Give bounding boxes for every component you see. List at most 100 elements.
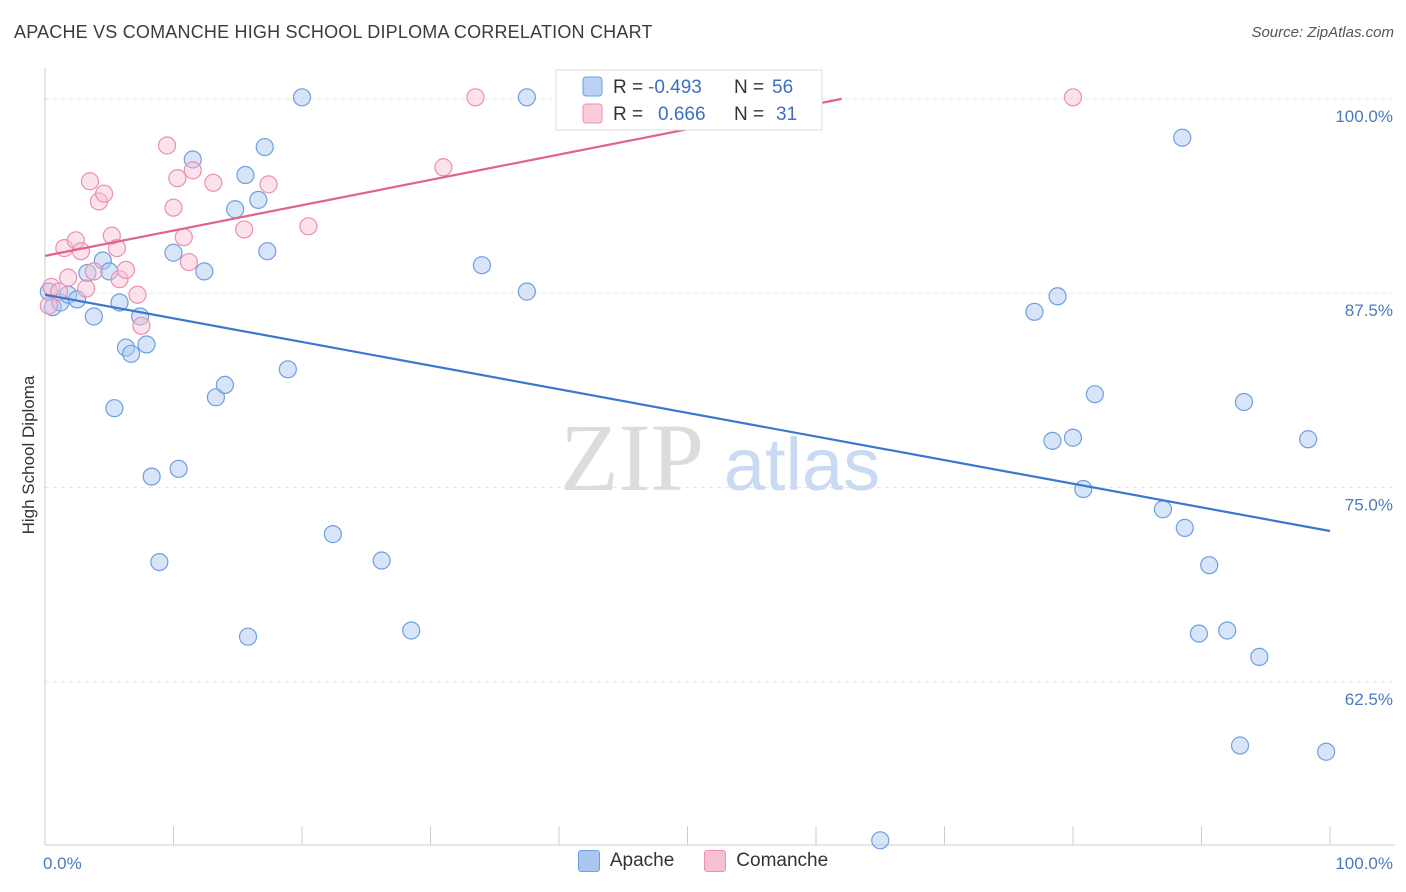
legend-label-apache: Apache — [609, 850, 675, 871]
comanche-point — [107, 238, 127, 258]
legend-n-label-comanche: N = — [734, 104, 764, 125]
apache-point — [105, 399, 124, 418]
apache-point — [206, 388, 226, 407]
legend-n-comanche: 31 — [776, 104, 797, 125]
apache-point — [142, 467, 161, 486]
apache-point — [1218, 621, 1237, 640]
legend-label-comanche: Comanche — [736, 850, 829, 871]
comanche-point — [235, 220, 254, 239]
comanche-point — [1063, 88, 1083, 107]
y-tick-label: 87.5% — [1345, 301, 1393, 320]
apache-point — [292, 88, 312, 107]
comanche-point — [77, 279, 96, 298]
apache-point — [255, 137, 274, 157]
comanche-point — [59, 268, 78, 287]
apache-point — [1189, 624, 1209, 643]
apache-point — [1200, 556, 1219, 575]
comanche-point — [174, 228, 193, 247]
apache-point — [1043, 431, 1062, 450]
apache-point — [323, 525, 342, 544]
apache-point — [84, 307, 103, 326]
apache-point — [1048, 287, 1067, 306]
y-tick-label: 100.0% — [1335, 107, 1393, 126]
comanche-point — [204, 173, 223, 192]
legend-r-comanche: 0.666 — [658, 104, 706, 125]
apache-point — [1173, 128, 1192, 147]
apache-point — [121, 344, 141, 363]
chart-title: APACHE VS COMANCHE HIGH SCHOOL DIPLOMA C… — [14, 22, 653, 42]
legend-swatch — [577, 850, 600, 872]
y-tick-label: 75.0% — [1345, 495, 1393, 514]
comanche-point — [168, 169, 187, 188]
apache-point — [249, 190, 268, 210]
x-tick-label-start: 0.0% — [43, 854, 82, 873]
apache-points — [39, 88, 1336, 850]
apache-point — [1025, 302, 1044, 321]
watermark: ZIP atlas — [560, 404, 880, 511]
apache-point — [1234, 392, 1254, 412]
y-axis-label: High School Diploma — [19, 375, 38, 534]
comanche-point — [164, 198, 183, 217]
comanche-point — [157, 136, 177, 155]
legend-item-comanche: Comanche — [704, 850, 828, 872]
apache-point — [278, 360, 297, 379]
apache-point — [472, 256, 491, 275]
chart-source: Source: ZipAtlas.com — [1251, 24, 1394, 41]
apache-point — [1299, 430, 1318, 449]
apache-point — [195, 262, 214, 281]
apache-point — [372, 551, 391, 570]
legend-n-apache: 56 — [772, 77, 793, 98]
legend-r-label-comanche: R = — [613, 104, 643, 125]
apache-point — [1175, 518, 1194, 537]
stats-legend: R = -0.493 N = 56 R = 0.666 N = 31 — [555, 69, 823, 131]
watermark-atlas: atlas — [724, 423, 880, 506]
legend-item-apache: Apache — [577, 850, 675, 872]
apache-point — [169, 459, 188, 478]
comanche-point — [110, 270, 129, 289]
comanche-point — [183, 161, 202, 180]
apache-point — [258, 242, 277, 261]
apache-point — [517, 282, 536, 301]
comanche-point — [179, 252, 199, 272]
comanche-point — [84, 262, 103, 281]
comanche-point — [95, 184, 114, 203]
apache-point — [164, 243, 183, 262]
apache-point — [1085, 385, 1104, 404]
apache-point — [1230, 736, 1250, 755]
gridlines — [45, 98, 1395, 683]
watermark-zip: ZIP — [560, 404, 704, 511]
apache-point — [402, 621, 421, 640]
apache-point — [238, 627, 258, 646]
comanche-point — [71, 242, 91, 261]
legend-r-label-apache: R = — [613, 77, 643, 98]
comanche-point — [434, 158, 453, 177]
legend-swatch — [704, 850, 727, 872]
apache-point — [183, 150, 202, 169]
axes — [44, 68, 1395, 846]
apache-point — [1153, 500, 1173, 519]
apache-point — [150, 552, 169, 572]
comanche-point — [299, 217, 318, 236]
apache-point — [1063, 428, 1083, 447]
apache-point — [137, 335, 156, 354]
comanche-point — [132, 316, 151, 335]
comanche-point — [116, 260, 136, 279]
legend-r-apache: -0.493 — [648, 77, 702, 98]
legend-swatch-apache — [582, 76, 603, 97]
apache-point — [215, 375, 234, 394]
apache-point — [517, 88, 536, 107]
apache-point — [1317, 742, 1336, 761]
comanche-point — [80, 172, 100, 191]
legend-n-label-apache: N = — [734, 77, 764, 98]
legend-swatch-comanche — [582, 103, 603, 124]
x-tick-label-end: 100.0% — [1335, 854, 1393, 873]
y-tick-label: 62.5% — [1345, 690, 1393, 709]
comanche-point — [466, 88, 485, 107]
comanche-point — [128, 285, 147, 304]
comanche-point — [259, 175, 278, 194]
apache-point — [78, 263, 97, 283]
comanche-point — [39, 296, 58, 315]
apache-point — [226, 200, 245, 219]
series-legend: Apache Comanche — [0, 850, 1406, 872]
